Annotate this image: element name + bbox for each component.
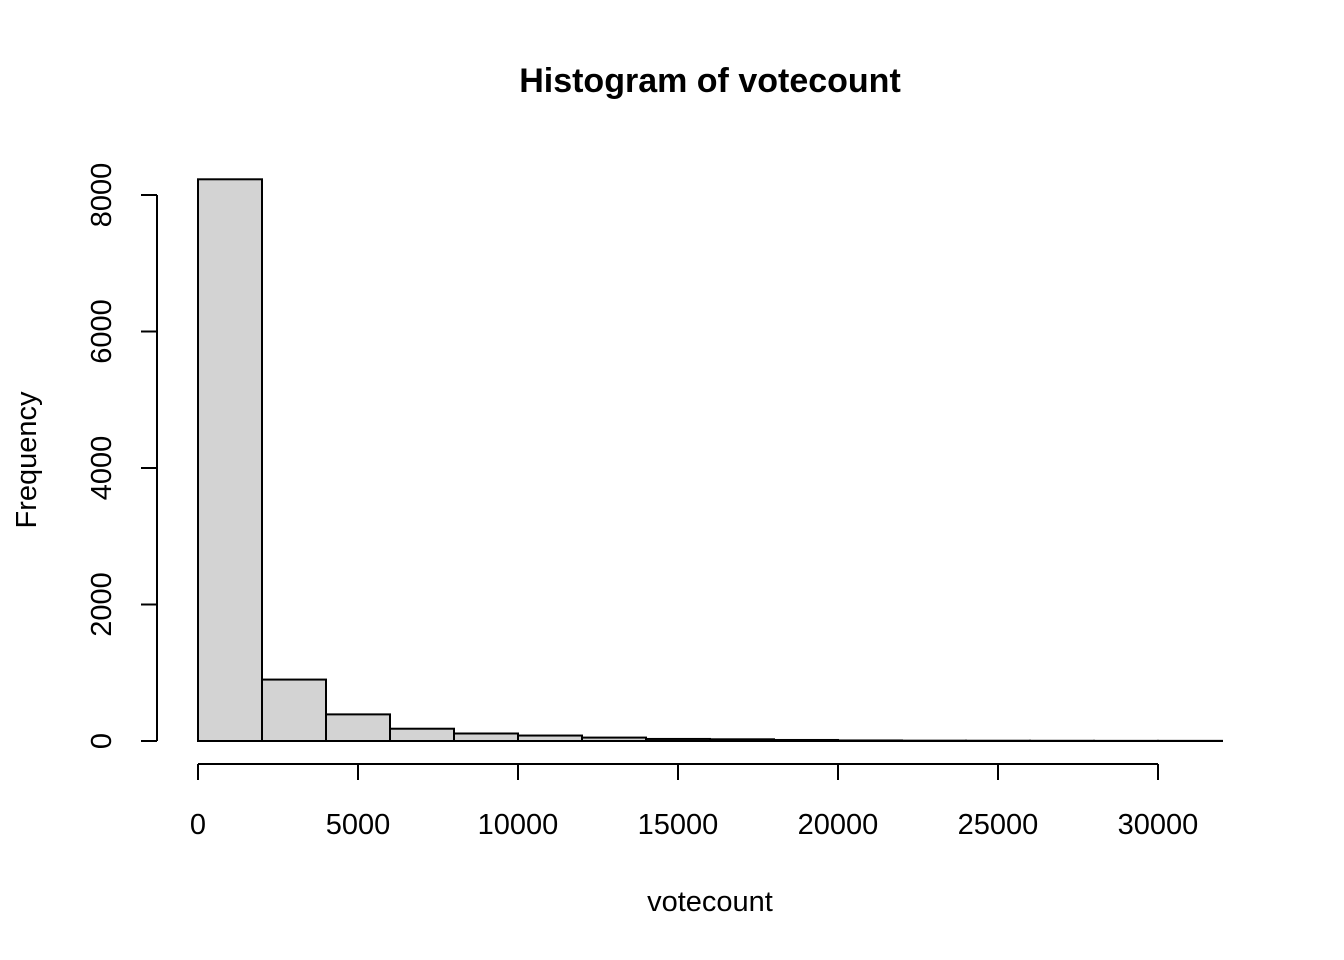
x-axis: 0 5000 10000 15000 20000 25000 30000 [190, 763, 1199, 841]
y-tick-label: 8000 [86, 163, 118, 228]
chart-title: Histogram of votecount [519, 62, 901, 100]
x-tick-label: 30000 [1118, 809, 1199, 841]
histogram-bar [197, 178, 263, 743]
x-tick-label: 20000 [798, 809, 879, 841]
y-tick-label: 2000 [86, 572, 118, 637]
histogram-bar [389, 727, 455, 743]
x-tick-label: 10000 [478, 809, 559, 841]
y-axis: 0 2000 4000 6000 8000 [86, 163, 158, 749]
x-tick-label: 25000 [958, 809, 1039, 841]
x-axis-label: votecount [647, 886, 773, 918]
x-tick-label: 5000 [326, 809, 391, 841]
y-tick-label: 6000 [86, 299, 118, 364]
histogram-bar [261, 678, 327, 743]
histogram-bar [325, 713, 391, 743]
x-tick-label: 0 [190, 809, 206, 841]
y-tick-label: 0 [86, 733, 118, 749]
histogram-bar [453, 732, 519, 742]
y-axis-label: Frequency [11, 391, 43, 529]
x-tick-label: 15000 [638, 809, 719, 841]
bars-group [197, 178, 1223, 743]
y-tick-label: 4000 [86, 436, 118, 501]
